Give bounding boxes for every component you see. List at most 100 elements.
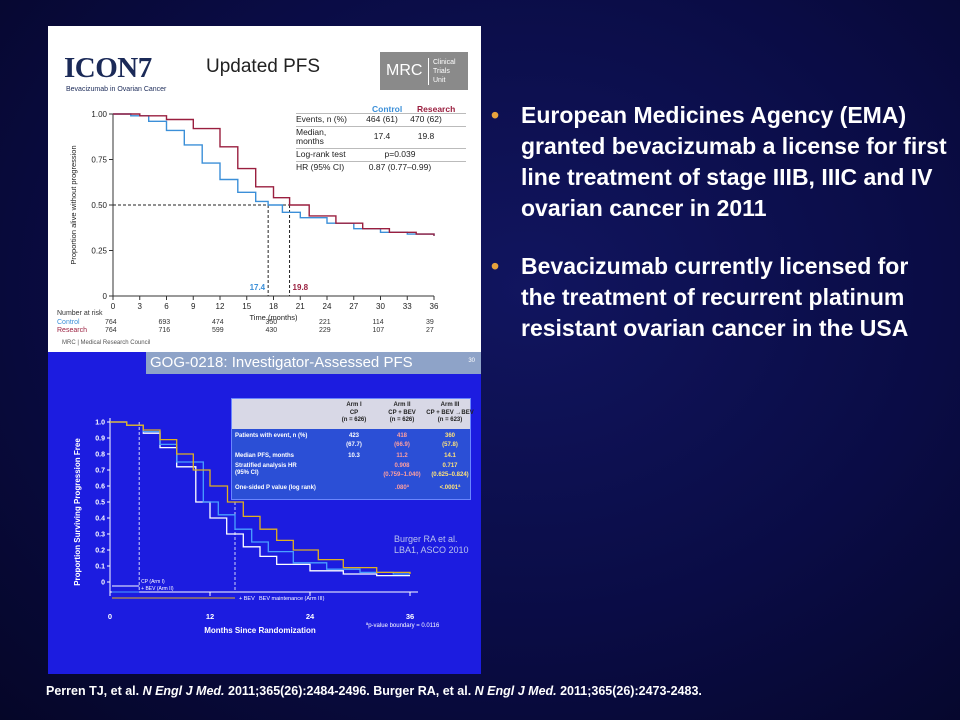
km-curve-arm-2: [110, 421, 410, 575]
risk-value: 107: [372, 327, 385, 334]
bullet-item: • European Medicines Agency (EMA) grante…: [489, 100, 949, 224]
stats-row-divider: [296, 148, 466, 149]
risk-value: 27: [426, 327, 434, 334]
risk-value: 114: [372, 319, 384, 326]
x-tick-label: 36: [406, 612, 414, 621]
icon7-panel: ICON7 Bevacizumab in Ovarian Cancer Upda…: [48, 26, 481, 352]
reference-citation: Perren TJ, et al. N Engl J Med. 2011;365…: [46, 684, 702, 698]
icon7-logo: ICON7: [64, 52, 152, 84]
bullet-list: • European Medicines Agency (EMA) grante…: [489, 100, 949, 344]
gog-table-value: <.0001ª: [439, 485, 461, 491]
p-value-note: ªp-value boundary = 0.0116: [366, 623, 440, 629]
risk-value: 764: [105, 327, 117, 334]
gog-table-value: 423: [348, 433, 360, 439]
y-tick-label: 0.6: [95, 484, 105, 491]
gog-table-header-bg: [232, 399, 470, 429]
bullet-text: Bevacizumab currently licensed for the t…: [521, 253, 909, 341]
gog-table-n: (n = 626): [389, 417, 415, 423]
gog-table-value: 418: [396, 433, 408, 439]
stats-row-label: HR (95% CI): [296, 162, 345, 172]
gog-table-row-label: (95% CI): [235, 470, 259, 476]
gog-chart-title: GOG-0218: Investigator-Assessed PFS: [150, 354, 413, 371]
gog-table-value: 11.2: [396, 453, 408, 459]
x-axis-label: Months Since Randomization: [204, 626, 316, 635]
mrc-unit-line: Trials: [433, 67, 450, 75]
km-curve-control: [113, 113, 435, 236]
bullet-marker-icon: •: [491, 102, 500, 128]
citation-part: 2011;365(26):2473-2483.: [556, 684, 702, 698]
x-tick-label: 24: [306, 612, 315, 621]
gog-title-banner: GOG-0218: Investigator-Assessed PFS 30: [146, 352, 481, 374]
gog-table-row-label: Median PFS, months: [235, 453, 295, 459]
gog-table-value: (57.8): [442, 442, 458, 448]
stats-research-value: 470 (62): [410, 114, 442, 124]
gog-table-row-label: One-sided P value (log rank): [235, 485, 316, 491]
risk-value: 764: [105, 319, 117, 326]
stats-row-label: Median,: [296, 127, 327, 137]
icon7-footer: MRC | Medical Research Council: [62, 340, 151, 346]
x-tick-label: 12: [216, 302, 225, 311]
stats-research-value: 19.8: [417, 131, 435, 141]
x-tick-label: 12: [206, 612, 214, 621]
risk-value: 221: [319, 319, 331, 326]
gog-stats-table: Arm I CP (n = 626) Arm II CP + BEV (n = 626) A…: [231, 398, 474, 500]
stats-row-divider: [296, 126, 466, 127]
stats-row-label: Log-rank test: [296, 149, 346, 159]
risk-value: 39: [426, 319, 434, 326]
gog-table-arm: Arm II: [393, 402, 411, 408]
citation-journal: N Engl J Med.: [142, 684, 225, 698]
x-tick-label: 24: [323, 302, 332, 311]
y-axis-label: Proportion Surviving Progression Free: [73, 438, 82, 586]
gog-km-chart: 0 0.1 0.2 0.3 0.4 0.5 0.6 0.7 0.8 0.9 1.0 0 12 24 36 Mo…: [73, 418, 418, 635]
icon7-chart-title: Updated PFS: [206, 56, 321, 77]
y-tick-label: 0.4: [95, 516, 105, 523]
stats-combined-value: 0.87 (0.77–0.99): [368, 162, 432, 172]
gog-citation-line: LBA1, ASCO 2010: [394, 545, 469, 555]
gog-table-n: (n = 623): [437, 417, 463, 423]
stats-control-value: 464 (61): [366, 114, 398, 124]
risk-value: 350: [265, 319, 278, 326]
mrc-logo-text: MRC: [386, 62, 423, 79]
citation-journal: N Engl J Med.: [474, 684, 557, 698]
icon7-logo-subtitle: Bevacizumab in Ovarian Cancer: [66, 86, 167, 93]
gog-table-arm: Arm III: [440, 402, 460, 408]
gog-table-value: 360: [444, 433, 456, 439]
x-tick-label: 3: [138, 302, 143, 311]
median-label: 17.4: [250, 283, 266, 292]
gog-citation-line: Burger RA et al.: [394, 534, 458, 544]
gog-table-n: (n = 626): [341, 417, 367, 423]
y-axis-label: Proportion alive without progression: [69, 145, 78, 264]
gog-table-value: 10.3: [348, 453, 360, 459]
km-curve-arm-3: [110, 421, 411, 574]
stats-header-research: Research: [417, 104, 456, 114]
y-tick-label: 0.7: [95, 468, 105, 475]
km-curve-arm-1: [110, 421, 410, 577]
gog-table-arm: Arm I: [346, 402, 362, 408]
stats-row-label: Events, n (%): [296, 114, 348, 124]
risk-row-label: Control: [57, 319, 80, 326]
risk-value: 229: [319, 327, 331, 334]
x-tick-label: 21: [296, 302, 305, 311]
gog-citation: Burger RA et al. LBA1, ASCO 2010: [394, 534, 469, 556]
risk-value: 716: [158, 327, 171, 334]
mrc-logo: MRC Clinical Trials Unit: [380, 52, 468, 90]
regimen-label: + BEV (Arm II): [141, 586, 174, 592]
y-tick-label: 0.50: [91, 201, 107, 210]
stats-row-divider: [296, 113, 466, 114]
gog-table-row-label: Patients with event, n (%): [235, 433, 308, 439]
y-tick-label: 1.00: [91, 110, 107, 119]
x-axis-label: Time (months): [249, 313, 298, 322]
x-tick-label: 6: [164, 302, 169, 311]
y-tick-label: 1.0: [95, 420, 105, 427]
regimen-label: BEV maintenance (Arm III): [259, 596, 325, 602]
y-tick-label: 0.25: [91, 247, 107, 256]
x-tick-label: 0: [108, 612, 112, 621]
bullet-text: European Medicines Agency (EMA) granted …: [521, 102, 947, 221]
stats-combined-value: p=0.039: [384, 149, 416, 159]
x-tick-label: 27: [349, 302, 358, 311]
stats-control-value: 17.4: [373, 131, 391, 141]
x-tick-label: 0: [111, 302, 116, 311]
y-tick-label: 0.8: [95, 452, 105, 459]
gog-table-value: (67.7): [346, 442, 362, 448]
x-tick-label: 30: [376, 302, 385, 311]
